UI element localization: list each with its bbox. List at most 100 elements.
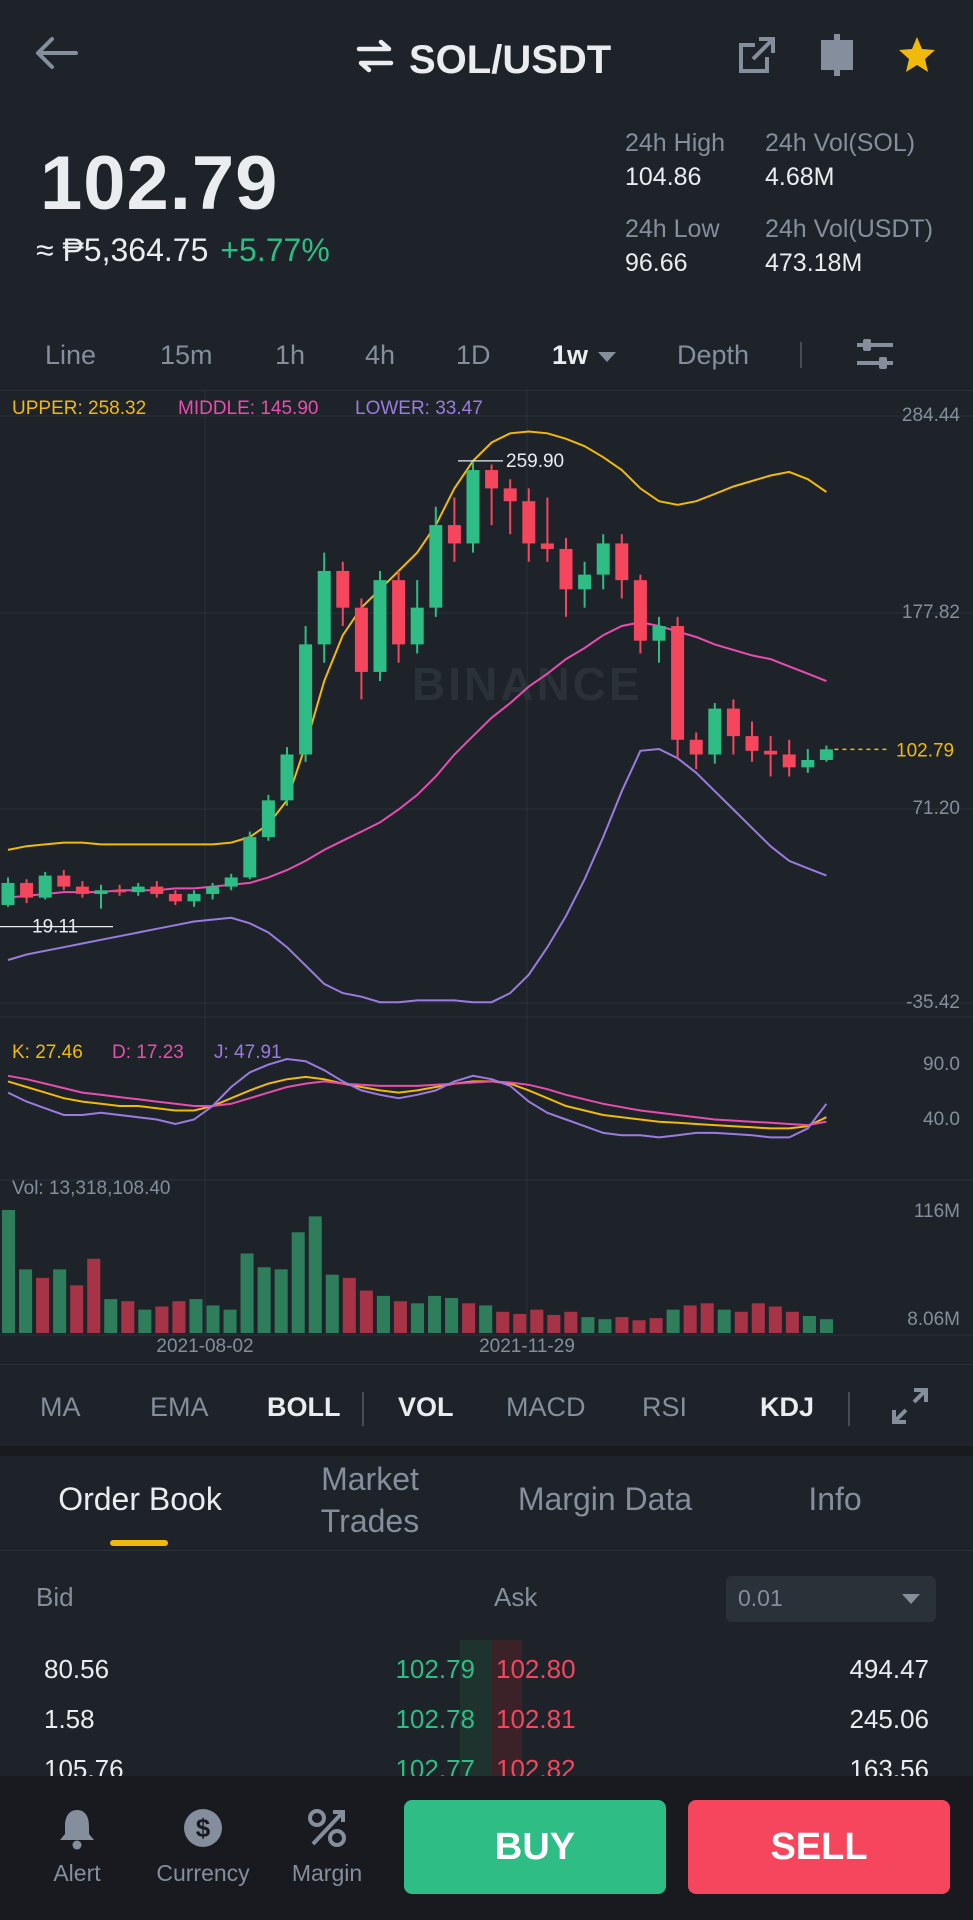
candle	[801, 759, 815, 768]
volume-bar	[155, 1306, 169, 1333]
star-icon[interactable]	[897, 35, 937, 80]
candle	[745, 736, 759, 751]
bid-price: 102.78	[395, 1704, 475, 1734]
candle	[503, 488, 517, 502]
volume-bar	[564, 1311, 578, 1333]
volume-bar	[513, 1313, 527, 1333]
kdj-d-label: D: 17.23	[112, 1042, 184, 1063]
ask-qty: 494.47	[849, 1654, 929, 1684]
back-arrow-icon[interactable]	[34, 36, 84, 76]
bid-label: Bid	[36, 1582, 74, 1612]
chart-settings-icon[interactable]	[855, 336, 895, 379]
volume-bar	[206, 1305, 220, 1333]
margin-button[interactable]: Margin	[272, 1806, 382, 1887]
interval-depth[interactable]: Depth	[677, 340, 750, 370]
volume-bar	[445, 1298, 459, 1333]
candle	[75, 886, 89, 894]
candle	[224, 877, 238, 887]
interval-15m[interactable]: 15m	[160, 340, 213, 370]
boll-upper-line	[7, 430, 827, 851]
volume-bar	[462, 1303, 476, 1333]
candle	[38, 875, 52, 898]
chart-canvas: BINANCE 284.44 177.82 71.20 -35.42 90.0 …	[0, 390, 973, 1357]
candle	[429, 525, 443, 608]
tab-market-trades[interactable]: Market Trades	[320, 1461, 420, 1539]
low-marker-label: 19.11	[32, 917, 78, 938]
candle	[410, 607, 424, 645]
candle	[819, 749, 833, 760]
candle	[94, 890, 108, 894]
interval-1h[interactable]: 1h	[275, 340, 306, 370]
axis-labels: 284.44 177.82 71.20 -35.42 90.0 40.0 116…	[156, 405, 960, 1357]
alert-label: Alert	[53, 1860, 101, 1886]
candle	[317, 570, 331, 645]
interval-line[interactable]: Line	[45, 340, 97, 370]
table-row[interactable]: 80.56 102.79 102.80 494.47	[0, 1646, 973, 1694]
vol-quote-value: 473.18M	[765, 249, 863, 277]
indicator-rsi[interactable]: RSI	[642, 1392, 688, 1422]
candle	[764, 750, 778, 755]
tab-order-book[interactable]: Order Book	[58, 1481, 222, 1517]
sell-button[interactable]: SELL	[688, 1800, 950, 1894]
interval-1w[interactable]: 1w	[552, 340, 618, 371]
currency-button[interactable]: $ Currency	[147, 1806, 259, 1887]
candle	[540, 543, 554, 549]
boll-legend: UPPER: 258.32 MIDDLE: 145.90 LOWER: 33.4…	[12, 398, 483, 419]
indicator-macd[interactable]: MACD	[506, 1392, 586, 1422]
interval-4h[interactable]: 4h	[365, 340, 396, 370]
interval-1d[interactable]: 1D	[456, 340, 491, 370]
ask-price: 102.81	[496, 1704, 576, 1734]
alert-button[interactable]: Alert	[22, 1806, 132, 1887]
indicator-ma[interactable]: MA	[40, 1392, 81, 1422]
kdj-j-label: J: 47.91	[214, 1042, 282, 1063]
bottom-bar: Alert $ Currency Margin BUY SELL	[0, 1776, 973, 1920]
volume-bar	[172, 1301, 186, 1333]
candle	[373, 580, 387, 672]
price-subline: ≈ ₱5,364.75 +5.77%	[36, 232, 330, 269]
volume-bar	[274, 1269, 288, 1333]
price-chart[interactable]: BINANCE 284.44 177.82 71.20 -35.42 90.0 …	[0, 390, 973, 1370]
indicator-tabs: MA EMA BOLL VOL MACD RSI KDJ	[0, 1372, 973, 1444]
orderbook-header: Bid Ask 0.01	[0, 1570, 973, 1630]
candle	[726, 708, 740, 737]
layout-icon[interactable]	[817, 34, 857, 81]
indicator-ema[interactable]: EMA	[150, 1392, 209, 1422]
boll-upper-label: UPPER: 258.32	[12, 398, 146, 419]
volume-bar	[785, 1311, 799, 1333]
ask-qty: 245.06	[849, 1704, 929, 1734]
fullscreen-icon[interactable]	[890, 1386, 930, 1433]
vol-base-value: 4.68M	[765, 163, 835, 191]
divider	[0, 390, 973, 391]
candle	[336, 570, 350, 608]
indicator-vol[interactable]: VOL	[398, 1392, 454, 1422]
volume-bar	[121, 1301, 135, 1333]
tab-margin-data[interactable]: Margin Data	[517, 1481, 693, 1517]
volume-bar	[53, 1269, 67, 1333]
pair-title: SOL/USDT	[409, 37, 612, 82]
high-value: 104.86	[625, 163, 702, 191]
ask-depth-bar	[492, 1640, 522, 1780]
share-icon[interactable]	[737, 35, 777, 80]
indicator-boll[interactable]: BOLL	[267, 1392, 341, 1422]
price-tick: 284.44	[902, 405, 961, 426]
candle	[261, 800, 275, 838]
candle	[150, 886, 164, 894]
volume-bar	[223, 1309, 237, 1333]
table-row[interactable]: 1.58 102.78 102.81 245.06	[0, 1696, 973, 1744]
volume-bar	[479, 1305, 493, 1333]
candle	[20, 882, 34, 898]
price-markers: 102.79 259.90 19.11	[0, 451, 954, 938]
precision-dropdown[interactable]: 0.01	[726, 1576, 936, 1622]
indicator-kdj[interactable]: KDJ	[760, 1392, 815, 1422]
volume-bar	[87, 1258, 101, 1333]
active-tab-indicator	[110, 1540, 168, 1546]
volume-bar	[530, 1309, 544, 1333]
pair-selector[interactable]: SOL/USDT	[355, 30, 611, 90]
price-tick: 71.20	[912, 798, 960, 819]
buy-button[interactable]: BUY	[404, 1800, 666, 1894]
tab-info[interactable]: Info	[808, 1481, 862, 1517]
divider	[0, 1550, 973, 1551]
volume-bar	[428, 1295, 442, 1333]
bid-price: 102.79	[395, 1654, 475, 1684]
volume-bar	[291, 1232, 305, 1333]
